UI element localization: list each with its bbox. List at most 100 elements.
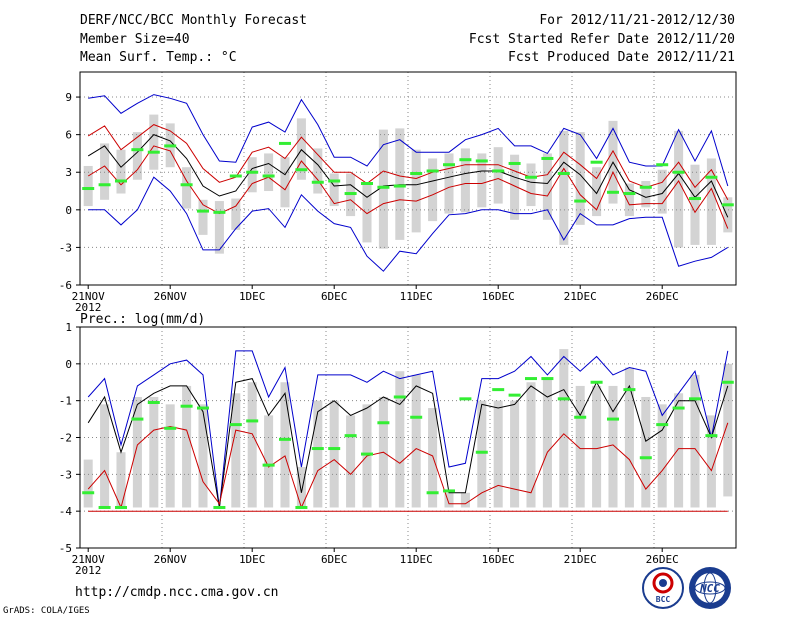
temp-ytick-label: 6 [65,129,72,142]
temp-ensemble-bar [575,132,585,225]
temp-series-min [88,176,729,272]
temp-ensemble-bar [690,164,700,245]
temp-year-label: 2012 [75,301,102,314]
temp-ensemble-bar [657,169,667,214]
temp-ensemble-bar [674,130,684,248]
precipitation-panel: -5 -4 -3 -2 -1 0 1 21NOV 26NOV 1DEC 6DEC 11DEC 16DEC… [59,321,737,577]
precip-xtick-label: 16DEC [482,553,515,566]
temp-ensemble-bar [214,201,224,254]
precip-ensemble-bar [624,367,634,508]
precip-ensemble-bar [313,400,323,508]
temp-ensemble-bar [116,149,126,194]
precip-ytick-label: -3 [59,468,72,481]
precip-ytick-label: 1 [65,321,72,334]
temp-ensemble-bar [231,198,241,230]
precip-xtick-label: 21DEC [564,553,597,566]
precip-ensemble-bar [526,382,536,508]
temp-ensemble-bar [182,167,192,209]
temp-ensemble-bar [132,132,142,180]
temp-ensemble-bar [624,183,634,217]
temp-xtick-label: 11DEC [400,290,433,303]
temp-ensemble-bar [100,143,110,200]
precip-ensemble-bar [346,415,356,508]
temp-xtick-label: 1DEC [239,290,266,303]
temp-xtick-label: 26NOV [154,290,187,303]
temp-ytick-label: 9 [65,91,72,104]
precip-ytick-label: -4 [59,505,73,518]
precip-xtick-label: 21NOV [72,553,105,566]
temperature-panel: -6 -3 0 3 6 9 21NOV 26NOV 1DEC 6DEC 11DEC 16DEC 21DE… [59,71,737,314]
temp-ytick-label: -6 [59,279,72,292]
temp-ensemble-bar [378,129,388,249]
precip-ensemble-bar [83,459,93,508]
forecast-started: Fcst Started Refer Date 2012/11/20 [469,32,735,47]
precip-ytick-label: -2 [59,432,72,445]
precip-ensemble-bar [460,492,470,508]
temp-ytick-label: 0 [65,204,72,217]
precip-ensemble-bar [296,466,306,508]
precip-series-upper [87,350,729,508]
precip-year-label: 2012 [75,564,102,577]
precip-ensemble-bar [690,374,700,508]
precip-ensemble-bar [165,404,175,508]
temp-ensemble-bar [329,173,339,207]
precip-ensemble-bar [542,378,552,508]
temp-ensemble-bar [559,130,569,245]
precip-ensemble-bar [641,396,651,508]
precip-ensemble-bar [493,400,503,508]
precip-ensemble-bar [411,374,421,508]
temp-ensemble-bar [280,157,290,208]
precip-ensemble-bar [116,452,126,508]
precip-ensemble-bar [608,385,618,508]
temp-ensemble-bar [198,199,208,235]
precip-xtick-label: 26NOV [154,553,187,566]
temp-ytick-label: 3 [65,166,72,179]
temp-ensemble-bar [493,147,503,204]
temp-ensemble-bar [592,167,602,217]
precip-title: Prec.: log(mm/d) [80,312,205,327]
grads-credit: GrADS: COLA/IGES [3,606,90,616]
precip-ensemble-bar [510,400,520,508]
temp-ensemble-bar [723,197,733,233]
variable-label: Mean Surf. Temp.: °C [80,50,237,65]
temp-series-max [88,94,729,187]
temp-ensemble-bar [477,153,487,208]
precip-ensemble-bar [264,415,274,508]
temp-series-lower [87,145,729,229]
precip-ensemble-bar [329,400,339,508]
temp-ensemble-bar [428,158,438,222]
temp-ensemble-bar [641,181,651,208]
precip-ensemble-bar [723,363,733,497]
precip-ensemble-bar [247,382,257,508]
precip-ensemble-bar [280,382,290,508]
precip-ensemble-bar [395,371,405,508]
temp-ensemble-bar [510,154,520,220]
bcc-logo-text: BCC [656,595,671,604]
precip-ensemble-bar [592,385,602,508]
precip-ensemble-bar [428,408,438,508]
precip-ensemble-bar [444,492,454,508]
temp-ensemble-bar [83,165,93,207]
precip-ensemble-bar [706,415,716,508]
temp-series-mean [87,134,729,218]
temp-ensemble-bar [247,157,257,193]
precip-ensemble-bar [657,404,667,508]
figure-title: DERF/NCC/BCC Monthly Forecast [80,13,307,28]
temp-ensemble-bar [526,163,536,207]
ncc-logo: NCC [689,567,731,609]
precip-xtick-label: 6DEC [321,553,348,566]
bcc-logo: BCC [642,567,684,609]
temp-ensemble-bar [149,114,159,170]
temp-ensemble-bar [313,148,323,194]
precip-ensemble-bar [674,393,684,508]
precip-ensemble-bar [149,396,159,508]
source-url[interactable]: http://cmdp.ncc.cma.gov.cn [75,585,279,600]
precip-ensemble-bar [100,404,110,508]
temp-series-upper [87,124,729,201]
precip-series-lower [87,422,729,510]
precip-ensemble-bar [477,400,487,508]
temp-ytick-label: -3 [59,241,72,254]
temp-xtick-label: 21NOV [72,290,105,303]
temp-xtick-label: 6DEC [321,290,348,303]
